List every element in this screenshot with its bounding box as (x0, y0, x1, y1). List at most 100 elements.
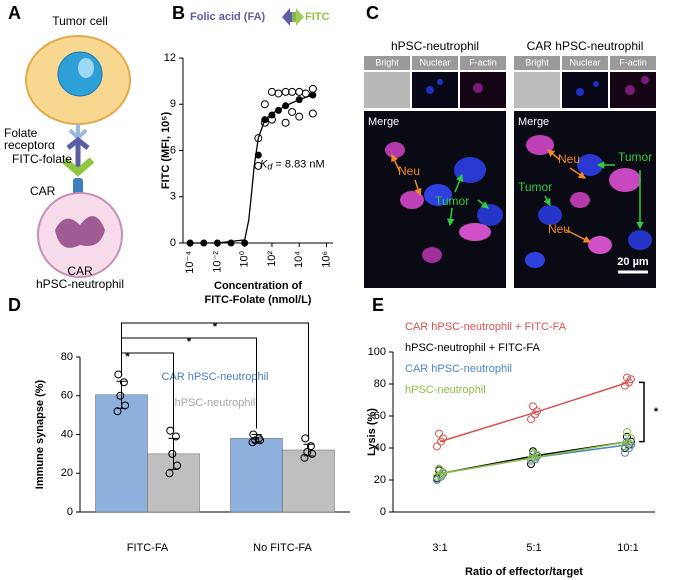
replicate-point (435, 429, 443, 438)
series-line (439, 440, 629, 475)
replicate-point (621, 448, 629, 457)
y-tick-label: 40 (374, 442, 386, 454)
panel-title: CAR hPSC-neutrophil (527, 39, 644, 53)
significance: * (654, 406, 659, 418)
x-axis-label: FITC-Folate (nmol/L) (205, 294, 312, 306)
merge-label: Merge (368, 116, 399, 128)
legend-label: hPSC-neutrophil + FITC-FA (405, 342, 540, 354)
replicate-point (281, 118, 290, 127)
y-tick-label: 40 (61, 428, 73, 440)
schematic (25, 35, 131, 278)
cell-label: Tumor (435, 194, 469, 208)
mean-point (282, 102, 290, 110)
label: FITC-folate (12, 152, 72, 166)
mean-point (227, 239, 235, 247)
y-axis-label: Immune synapse (%) (34, 379, 46, 489)
mean-point (295, 96, 303, 104)
y-axis-label: FITC (MFI, 10⁵) (160, 112, 172, 190)
replicate-point (533, 450, 541, 459)
replicate-point (295, 112, 304, 121)
replicate-point (168, 449, 177, 458)
replicate-point (274, 89, 283, 98)
replicate-point (248, 438, 257, 447)
y-tick-label: 0 (67, 506, 73, 518)
x-tick-label: 10⁻⁴ (184, 251, 196, 274)
micrographs (362, 42, 656, 288)
x-tick-label: 10² (266, 251, 278, 267)
replicate-point (433, 442, 441, 451)
mean-point (274, 106, 282, 114)
replicate-point (254, 134, 263, 143)
significance: * (213, 321, 218, 333)
legend-label: FITC (305, 11, 329, 23)
legend-label: CAR hPSC-neutrophil (405, 363, 512, 375)
y-tick-label: 80 (374, 378, 386, 390)
panel-title: hPSC-neutrophil (391, 39, 479, 53)
replicate-point (623, 373, 631, 382)
replicate-point (529, 402, 537, 411)
x-axis-label: Concentration of (214, 280, 302, 292)
channel-label: Bright (375, 57, 399, 67)
series-line (439, 381, 629, 443)
y-tick-label: 20 (61, 467, 73, 479)
y-tick-label: 3 (170, 191, 176, 203)
replicate-point (256, 436, 265, 445)
y-tick-label: 6 (170, 144, 176, 156)
cell-label: Neu (548, 222, 570, 236)
legend-label: hPSC-neutrophil (175, 397, 256, 409)
legend-label: Folic acid (FA) (190, 11, 266, 23)
annotation-subscript: d (267, 162, 273, 172)
x-tick-label: No FITC-FA (253, 542, 312, 554)
y-tick-label: 12 (164, 52, 176, 64)
annotation-symbol: K (260, 158, 268, 170)
mean-point (200, 239, 208, 247)
x-tick-label: 3:1 (432, 542, 447, 554)
replicate-point (308, 84, 317, 93)
panel-label: A (8, 3, 21, 23)
label: CAR (67, 264, 93, 278)
replicate-point (119, 378, 128, 387)
bar (230, 438, 283, 513)
replicate-point (308, 449, 317, 458)
y-tick-label: 0 (170, 237, 176, 249)
bar (282, 449, 335, 513)
y-tick-label: 60 (374, 410, 386, 422)
replicate-point (267, 87, 276, 96)
replicate-point (121, 401, 130, 410)
replicate-point (627, 375, 635, 384)
cell-label: Tumor (618, 150, 652, 164)
merge-label: Merge (518, 116, 549, 128)
replicate-point (113, 407, 122, 416)
significance: * (125, 351, 130, 363)
y-axis-label: Lysis (%) (366, 408, 378, 456)
label: receptorα (4, 138, 55, 152)
y-tick-label: 80 (61, 351, 73, 363)
bracket (639, 381, 645, 443)
replicate-point (308, 109, 317, 118)
significance: * (187, 336, 192, 348)
x-axis-label: Ratio of effector/target (465, 566, 583, 578)
mean-point (268, 111, 276, 119)
legend-label: CAR hPSC-neutrophil + FITC-FA (405, 321, 567, 333)
channel-label: F-actin (469, 57, 497, 67)
x-tick-label: 5:1 (526, 542, 541, 554)
mean-point (309, 91, 317, 99)
replicate-point (301, 434, 310, 443)
replicate-point (116, 391, 125, 400)
scale-label: 20 µm (617, 256, 649, 268)
x-tick-label: 10⁶ (320, 251, 332, 268)
x-tick-label: 10⁰ (239, 250, 251, 267)
y-tick-label: 20 (374, 474, 386, 486)
replicate-point (288, 107, 297, 116)
channel-label: Nuclear (419, 57, 450, 67)
replicate-point (281, 87, 290, 96)
replicate-point (288, 87, 297, 96)
replicate-point (171, 432, 180, 441)
mean-point (186, 239, 194, 247)
replicate-point (627, 434, 635, 443)
x-tick-label: 10⁻² (211, 251, 223, 273)
cell-label: Neu (398, 164, 420, 178)
replicate-point (260, 100, 269, 109)
x-tick-label: 10⁴ (293, 251, 305, 268)
y-tick-label: 9 (170, 98, 176, 110)
